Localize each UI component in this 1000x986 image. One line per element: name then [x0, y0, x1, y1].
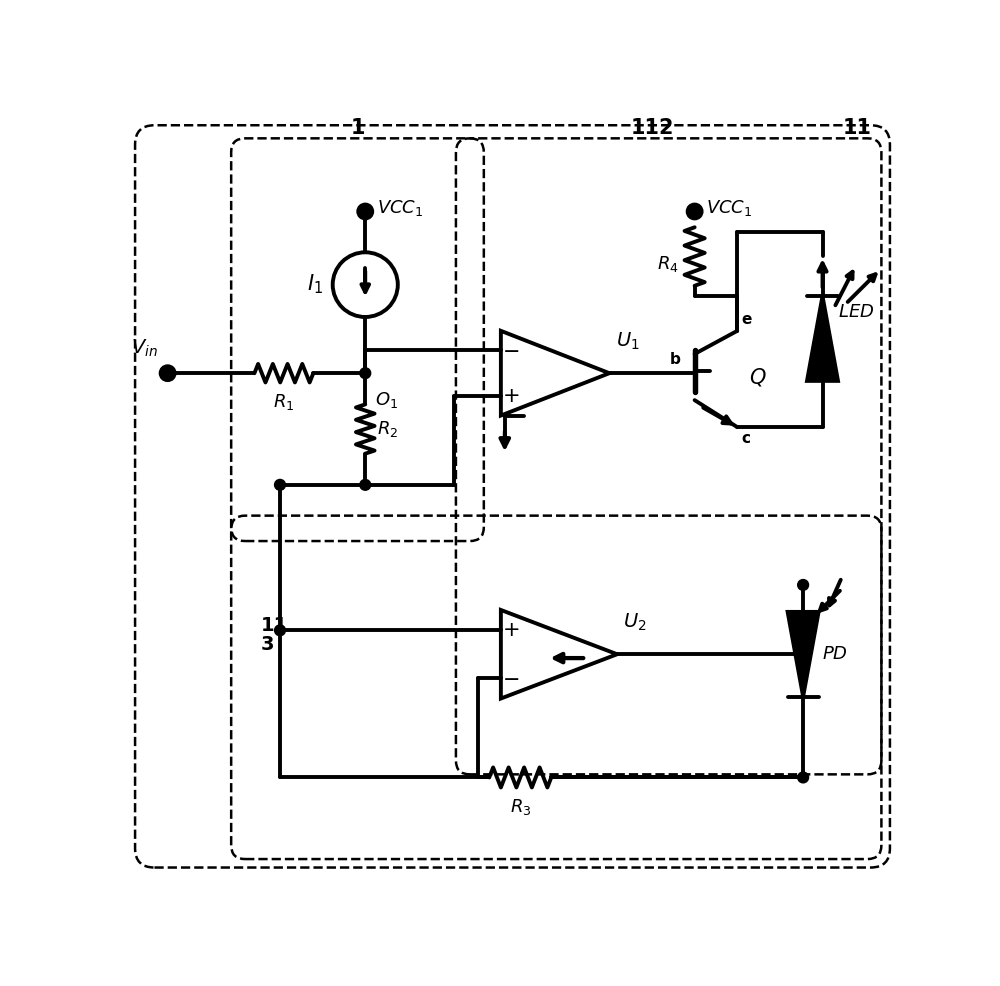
Text: $+$: $+$ [502, 620, 520, 640]
Text: $O_1$: $O_1$ [375, 390, 398, 410]
Text: $+$: $+$ [502, 387, 520, 406]
Text: $I_1$: $I_1$ [307, 273, 323, 297]
Circle shape [688, 204, 702, 219]
Text: 11
3: 11 3 [261, 615, 288, 654]
Text: $R_2$: $R_2$ [377, 419, 398, 439]
Text: $PD$: $PD$ [822, 645, 848, 664]
Text: $R_4$: $R_4$ [657, 254, 679, 274]
Text: 1: 1 [350, 118, 365, 138]
Text: $VCC_1$: $VCC_1$ [377, 197, 423, 218]
Circle shape [798, 649, 809, 660]
Text: e: e [741, 312, 752, 327]
Text: $R_1$: $R_1$ [273, 392, 295, 412]
Circle shape [275, 625, 285, 636]
Circle shape [798, 772, 809, 783]
Text: $U_2$: $U_2$ [623, 611, 647, 633]
Circle shape [360, 479, 371, 490]
Text: $Q$: $Q$ [749, 366, 766, 388]
Text: $LED$: $LED$ [838, 303, 874, 320]
Text: b: b [670, 352, 681, 367]
Text: $U_1$: $U_1$ [616, 330, 639, 351]
Circle shape [360, 368, 371, 379]
Circle shape [161, 366, 175, 381]
Text: $V_{in}$: $V_{in}$ [131, 338, 158, 359]
Polygon shape [788, 612, 819, 696]
Circle shape [275, 479, 285, 490]
Circle shape [798, 580, 809, 591]
Polygon shape [807, 296, 838, 381]
Text: $-$: $-$ [502, 669, 520, 688]
Text: 112: 112 [630, 118, 674, 138]
Text: 11: 11 [843, 118, 872, 138]
Text: $-$: $-$ [502, 340, 520, 360]
Circle shape [358, 204, 372, 219]
Text: $VCC_1$: $VCC_1$ [706, 197, 753, 218]
Text: $R_3$: $R_3$ [510, 797, 531, 816]
Text: c: c [741, 431, 750, 446]
